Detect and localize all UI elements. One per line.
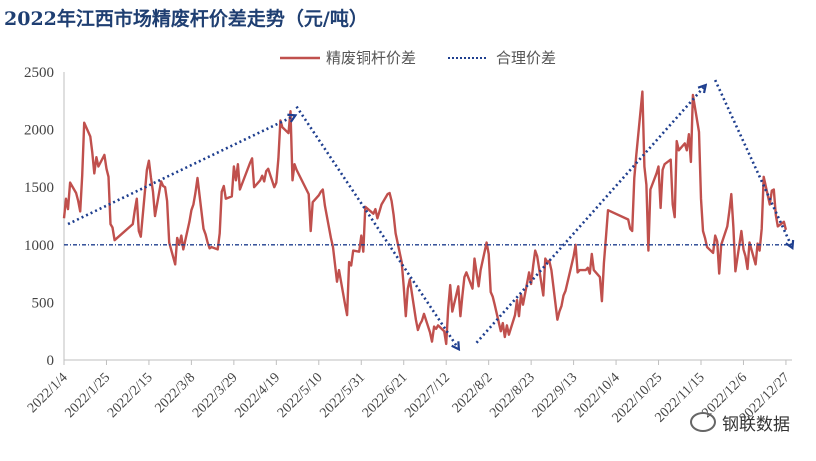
y-tick-label: 0 [47,353,55,369]
price-spread-line [62,90,788,346]
x-tick-label: 2022/6/21 [360,370,411,421]
y-tick-label: 1500 [24,180,54,196]
trend-arrow [67,116,294,226]
trend-arrow [713,79,792,247]
y-tick-label: 2500 [24,65,54,81]
chart-title: 2022年江西市场精废杆价差走势（元/吨） [4,8,368,30]
x-tick-label: 2022/5/10 [275,370,326,421]
legend-label-reference: 合理价差 [496,49,556,67]
x-tick-label: 2022/1/25 [63,370,114,421]
watermark: 钢联数据 [690,410,790,435]
x-tick-label: 2022/5/31 [317,370,368,421]
legend-label-spread: 精废铜杆价差 [326,49,416,67]
watermark-text: 钢联数据 [722,415,790,435]
y-tick-label: 1000 [24,238,54,254]
x-tick-label: 2022/9/13 [530,370,581,421]
wechat-icon [690,412,716,432]
x-tick-label: 2022/4/19 [232,370,283,421]
trend-arrow [475,86,706,344]
x-tick-label: 2022/8/23 [487,370,538,421]
x-tick-label: 2022/2/15 [105,370,156,421]
x-tick-label: 2022/7/12 [402,370,453,421]
y-tick-label: 500 [32,295,55,311]
y-tick-label: 2000 [24,123,54,139]
x-tick-label: 2022/3/29 [190,370,241,421]
trend-arrow [295,105,459,349]
